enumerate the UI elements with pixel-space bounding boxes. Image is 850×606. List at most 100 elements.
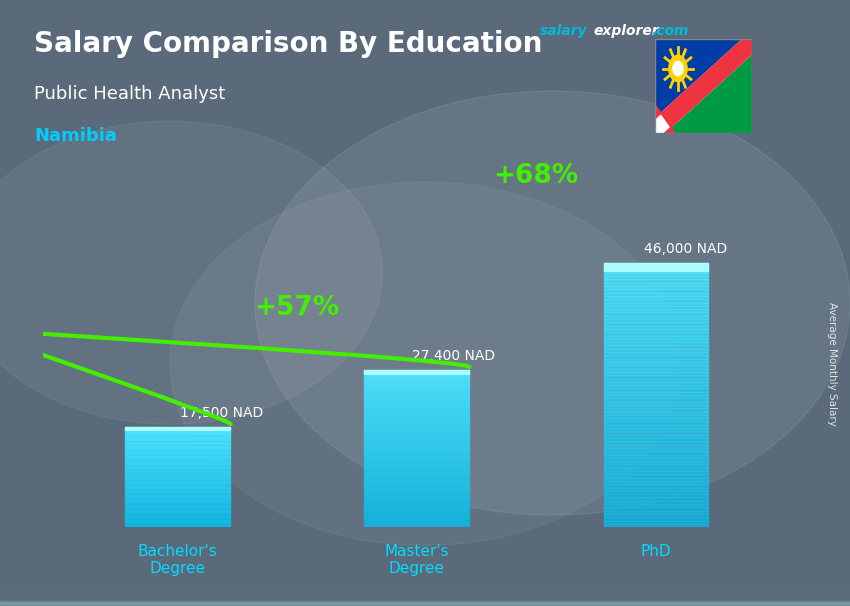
Bar [364,391,469,393]
Bar [0,594,850,602]
Bar [125,468,230,470]
Bar [364,516,469,518]
Bar [125,518,230,520]
Bar [125,481,230,482]
Bar [0,593,850,601]
Bar [364,474,469,476]
Polygon shape [654,39,752,133]
Bar [604,451,708,454]
Bar [0,593,850,601]
Bar [0,593,850,601]
Bar [364,370,469,371]
Bar [604,286,708,289]
Bar [604,418,708,422]
Bar [604,448,708,451]
Bar [364,423,469,425]
Bar [364,398,469,399]
Bar [125,458,230,459]
Bar [125,463,230,464]
Bar [125,484,230,486]
Bar [364,378,469,379]
Bar [364,462,469,464]
Bar [125,506,230,507]
Bar [0,593,850,600]
Bar [125,457,230,458]
Bar [125,517,230,518]
FancyArrowPatch shape [0,0,469,367]
Bar [604,299,708,302]
Bar [604,511,708,514]
Bar [125,513,230,514]
Bar [0,598,850,605]
Bar [125,512,230,513]
Text: Average Monthly Salary: Average Monthly Salary [827,302,837,425]
Bar [364,437,469,439]
Bar [604,521,708,524]
Bar [604,342,708,345]
Bar [0,591,850,599]
Text: +57%: +57% [254,295,339,321]
Bar [125,465,230,467]
Bar [125,456,230,457]
Bar [125,427,230,428]
Bar [0,592,850,599]
Bar [604,408,708,411]
Bar [125,462,230,463]
Bar [364,476,469,478]
Bar [125,472,230,473]
Bar [125,520,230,521]
Bar [125,473,230,474]
Bar [604,518,708,521]
Bar [364,399,469,401]
Bar [0,596,850,604]
Bar [604,263,708,271]
Bar [364,478,469,480]
Bar [0,591,850,599]
Bar [604,438,708,441]
Bar [125,439,230,441]
Bar [604,524,708,527]
Bar [364,385,469,387]
Bar [364,510,469,511]
Bar [0,598,850,605]
Bar [364,407,469,409]
Bar [0,597,850,605]
Bar [0,593,850,600]
Bar [0,592,850,599]
Bar [604,411,708,415]
Bar [125,454,230,456]
Bar [0,594,850,602]
Bar [364,472,469,474]
Bar [125,452,230,453]
Bar [125,499,230,501]
Bar [604,391,708,395]
Bar [604,464,708,468]
Bar [604,336,708,339]
Bar [604,332,708,336]
Bar [364,409,469,411]
Bar [604,468,708,471]
Bar [125,507,230,508]
Bar [0,599,850,606]
Bar [0,596,850,603]
Bar [604,359,708,362]
Bar [125,522,230,524]
Bar [0,591,850,599]
Bar [125,521,230,522]
Bar [125,443,230,444]
Bar [125,497,230,498]
Text: 27,400 NAD: 27,400 NAD [412,349,496,363]
Bar [125,493,230,494]
Bar [604,339,708,342]
Bar [125,448,230,449]
Bar [0,595,850,603]
Bar [604,445,708,448]
Bar [364,387,469,390]
Bar [125,525,230,526]
Bar [364,370,469,375]
Bar [0,594,850,602]
Bar [604,372,708,375]
Bar [364,504,469,505]
Bar [0,591,850,599]
Bar [604,279,708,283]
